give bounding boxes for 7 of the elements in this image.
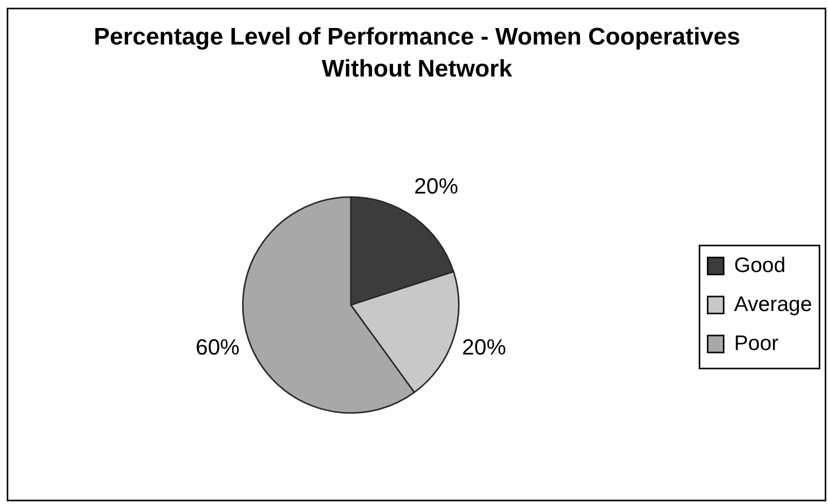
- data-label: 20%: [462, 334, 506, 360]
- legend-label: Poor: [734, 332, 779, 355]
- legend-label: Average: [734, 292, 812, 316]
- legend-label: Good: [734, 254, 786, 277]
- chart-title: Percentage Level of Performance - Women Cooperatives Without Network: [94, 24, 740, 83]
- data-label: 20%: [414, 174, 458, 199]
- data-label: 60%: [196, 334, 240, 360]
